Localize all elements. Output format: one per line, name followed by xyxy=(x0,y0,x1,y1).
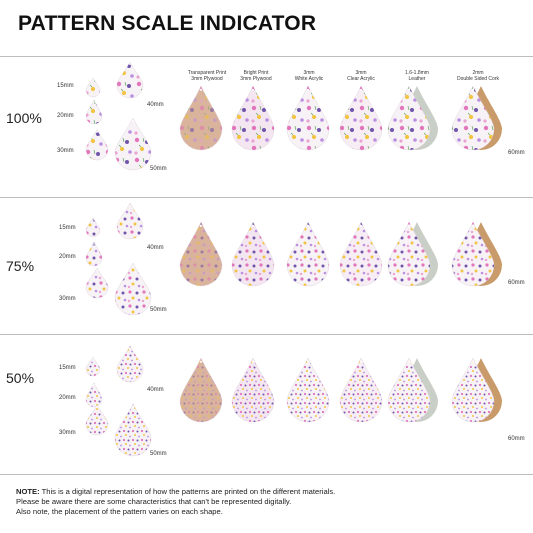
size-sample-drop xyxy=(85,382,103,408)
size-sample-drop xyxy=(85,356,101,377)
size-label: 40mm xyxy=(147,102,164,108)
size-sample-drop xyxy=(114,403,152,457)
divider-row2 xyxy=(0,334,533,335)
header-leather: 1.6-1.8mm Leather xyxy=(405,70,429,82)
drop-clear-acrylic xyxy=(339,357,383,423)
size-label: 30mm xyxy=(59,430,76,436)
size-sample-drop xyxy=(85,217,101,238)
size-label: 30mm xyxy=(57,148,74,154)
size-label: 15mm xyxy=(57,83,74,89)
drop-leather xyxy=(387,221,438,287)
note-line3: Also note, the placement of the pattern … xyxy=(16,507,223,516)
divider-top xyxy=(0,56,533,57)
size-label: 20mm xyxy=(59,395,76,401)
size-label: 15mm xyxy=(59,225,76,231)
note-line2: Please be aware there are some character… xyxy=(16,497,292,506)
drop-cork xyxy=(451,85,502,151)
header-transparent-plywood: Transparent Print 3mm Plywood xyxy=(187,70,227,82)
size-label: 15mm xyxy=(59,365,76,371)
drop-leather xyxy=(387,85,438,151)
size-sample-drop xyxy=(85,77,101,98)
size-sample-drop xyxy=(116,202,144,240)
size-label: 30mm xyxy=(59,296,76,302)
size-sample-drop xyxy=(116,61,144,99)
size-sample-drop xyxy=(85,129,109,161)
divider-row1 xyxy=(0,197,533,198)
note-text: NOTE: This is a digital representation o… xyxy=(16,487,521,517)
size-label: 50mm xyxy=(150,451,167,457)
drop-bright-plywood xyxy=(231,221,275,287)
drop-transparent-plywood xyxy=(179,85,223,151)
size-label: 40mm xyxy=(147,387,164,393)
side-size-label: 60mm xyxy=(508,436,525,442)
side-size-label: 60mm xyxy=(508,150,525,156)
size-label: 50mm xyxy=(150,307,167,313)
header-cork: 2mm Double Sided Cork xyxy=(457,70,499,82)
drop-white-acrylic xyxy=(286,357,330,423)
drop-bright-plywood xyxy=(231,357,275,423)
size-sample-drop xyxy=(85,404,109,436)
size-sample-drop xyxy=(85,267,109,299)
scale-label-75: 75% xyxy=(6,258,35,274)
note-label: NOTE: xyxy=(16,487,40,496)
drop-leather xyxy=(387,357,438,423)
size-sample-drop xyxy=(85,99,103,125)
size-label: 40mm xyxy=(147,245,164,251)
divider-bottom xyxy=(0,474,533,475)
side-size-label: 60mm xyxy=(508,280,525,286)
size-label: 20mm xyxy=(57,113,74,119)
header-white-acrylic: 3mm White Acrylic xyxy=(294,70,324,82)
size-sample-drop xyxy=(114,117,152,171)
size-sample-drop xyxy=(114,262,152,316)
note-line1: This is a digital representation of how … xyxy=(41,487,336,496)
drop-cork xyxy=(451,357,502,423)
size-sample-drop xyxy=(85,241,103,267)
drop-transparent-plywood xyxy=(179,221,223,287)
scale-label-50: 50% xyxy=(6,370,35,386)
drop-clear-acrylic xyxy=(339,85,383,151)
header-clear-acrylic: 3mm Clear Acrylic xyxy=(347,70,375,82)
drop-bright-plywood xyxy=(231,85,275,151)
size-sample-drop xyxy=(116,345,144,383)
drop-white-acrylic xyxy=(286,221,330,287)
scale-label-100: 100% xyxy=(6,110,42,126)
header-bright-plywood: Bright Print 3mm Plywood xyxy=(240,70,272,82)
drop-clear-acrylic xyxy=(339,221,383,287)
drop-transparent-plywood xyxy=(179,357,223,423)
size-label: 50mm xyxy=(150,166,167,172)
page-title: PATTERN SCALE INDICATOR xyxy=(18,12,317,35)
drop-cork xyxy=(451,221,502,287)
drop-white-acrylic xyxy=(286,85,330,151)
size-label: 20mm xyxy=(59,254,76,260)
